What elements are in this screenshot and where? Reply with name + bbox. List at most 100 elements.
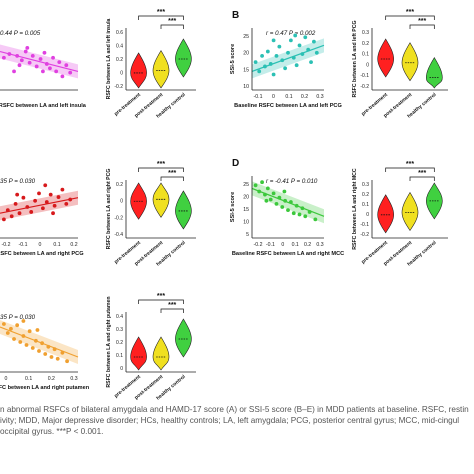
y-label-B: SSI-5 score bbox=[230, 44, 236, 74]
point-A-19 bbox=[25, 45, 30, 50]
point-D-12 bbox=[288, 200, 293, 204]
point-E-14 bbox=[46, 344, 51, 349]
y-tick-D-1: 20 bbox=[243, 195, 249, 201]
point-A-7 bbox=[30, 54, 35, 58]
x-label-D: Baseline RSFC between LA and right MCC bbox=[232, 251, 344, 257]
violin-E-2 bbox=[175, 318, 192, 358]
point-C-2 bbox=[9, 214, 14, 219]
violin-y-tick-A-0: 0.6 bbox=[116, 30, 123, 36]
y-tick-B-1: 20 bbox=[243, 51, 249, 57]
point-D-14 bbox=[294, 203, 299, 208]
y-tick-D-3: 10 bbox=[243, 220, 249, 226]
point-E-2 bbox=[9, 326, 13, 331]
point-D-0 bbox=[253, 183, 258, 188]
violin-A-0 bbox=[130, 52, 147, 89]
point-B-16 bbox=[300, 52, 305, 56]
violin-y-label-D: RSFC between LA and right MCC bbox=[352, 168, 358, 250]
violin-y-tick-B-3: 0 bbox=[366, 62, 369, 68]
point-A-14 bbox=[54, 69, 59, 74]
point-B-20 bbox=[312, 39, 316, 44]
violin-y-label-A: RSFC between LA and left insula bbox=[106, 18, 112, 99]
y-tick-D-2: 15 bbox=[243, 207, 249, 213]
point-D-2 bbox=[260, 180, 264, 185]
violin-y-label-E: RSFC between LA and right putamen bbox=[106, 296, 112, 387]
sig-label-A-1: *** bbox=[168, 18, 176, 25]
point-A-13 bbox=[51, 55, 55, 60]
violin-y-tick-C-0: 0.2 bbox=[116, 182, 123, 188]
point-A-6 bbox=[27, 60, 32, 65]
point-B-12 bbox=[288, 38, 293, 43]
point-E-10 bbox=[33, 338, 38, 343]
violin-y-tick-B-2: 0.1 bbox=[362, 52, 369, 58]
violin-y-tick-D-4: -0.1 bbox=[360, 222, 369, 228]
violin-y-tick-C-2: -0.2 bbox=[114, 215, 123, 221]
violin-A-2 bbox=[175, 38, 192, 78]
x-label-A: e RSFC between LA and left insula bbox=[0, 103, 87, 109]
point-D-17 bbox=[303, 214, 308, 219]
point-D-16 bbox=[300, 206, 305, 211]
x-tick-D-4: 0.2 bbox=[304, 242, 311, 248]
fit-line-E bbox=[0, 326, 79, 358]
x-tick-C-3: 0.1 bbox=[53, 242, 60, 248]
panel-label-D: D bbox=[232, 158, 239, 169]
sig-label-E-0: *** bbox=[157, 293, 165, 300]
y-tick-D-0: 25 bbox=[243, 182, 249, 188]
point-A-12 bbox=[48, 66, 52, 71]
x-label-E: RSFC between LA and right putamen bbox=[0, 385, 90, 391]
x-tick-D-1: -0.1 bbox=[266, 242, 275, 248]
point-E-15 bbox=[49, 355, 54, 359]
point-E-3 bbox=[12, 337, 16, 341]
point-D-1 bbox=[257, 189, 262, 194]
point-A-3 bbox=[15, 54, 20, 58]
sig-bracket-E-1 bbox=[160, 308, 184, 313]
point-D-4 bbox=[265, 186, 270, 191]
point-E-7 bbox=[24, 343, 29, 347]
y-tick-B-3: 10 bbox=[243, 84, 249, 90]
point-C-5 bbox=[21, 195, 26, 200]
point-D-11 bbox=[286, 208, 290, 213]
x-tick-B-0: -0.1 bbox=[254, 94, 263, 100]
sig-label-C-0: *** bbox=[157, 161, 165, 168]
point-B-2 bbox=[260, 54, 264, 58]
point-E-8 bbox=[27, 329, 32, 334]
violin-y-tick-D-1: 0.2 bbox=[362, 192, 369, 198]
x-tick-B-2: 0.1 bbox=[285, 94, 292, 100]
sig-label-E-1: *** bbox=[168, 302, 176, 309]
violin-y-tick-B-5: -0.2 bbox=[360, 84, 369, 90]
violin-y-tick-D-3: 0 bbox=[366, 212, 369, 218]
point-E-6 bbox=[21, 334, 26, 338]
x-tick-E-2: 0.2 bbox=[48, 376, 55, 382]
point-A-15 bbox=[57, 60, 62, 64]
x-tick-C-4: 0.2 bbox=[70, 242, 77, 248]
point-E-0 bbox=[2, 322, 6, 326]
point-B-7 bbox=[274, 54, 279, 58]
violin-C-0 bbox=[130, 182, 147, 220]
violin-y-tick-A-2: 0.2 bbox=[116, 57, 123, 63]
violin-y-tick-D-2: 0.1 bbox=[362, 202, 369, 208]
sig-label-A-0: *** bbox=[157, 9, 165, 16]
x-label-C: RSFC between LA and right PCG bbox=[0, 251, 84, 257]
point-B-21 bbox=[314, 50, 319, 55]
point-C-9 bbox=[37, 191, 41, 196]
stats-B: r = 0.47 P = 0.002 bbox=[266, 30, 316, 37]
point-E-21 bbox=[35, 328, 40, 332]
point-C-15 bbox=[60, 187, 65, 192]
violin-D-2 bbox=[426, 182, 443, 220]
sig-label-D-0: *** bbox=[406, 161, 414, 168]
y-tick-B-0: 25 bbox=[243, 34, 249, 40]
x-tick-E-3: 0.3 bbox=[70, 376, 77, 382]
caption-line-1: n abnormal RSFCs of bilateral amygdala a… bbox=[0, 405, 469, 414]
sig-bracket-B-0 bbox=[385, 15, 435, 20]
point-A-18 bbox=[68, 70, 73, 75]
sig-label-D-1: *** bbox=[418, 170, 426, 177]
stats-D: r = -0.41 P = 0.010 bbox=[266, 178, 318, 185]
point-D-10 bbox=[283, 198, 288, 203]
point-D-8 bbox=[277, 195, 282, 200]
violin-y-tick-B-0: 0.3 bbox=[362, 30, 369, 36]
point-C-14 bbox=[56, 195, 61, 199]
point-A-20 bbox=[41, 69, 45, 74]
violin-y-tick-D-0: 0.3 bbox=[362, 182, 369, 188]
point-B-23 bbox=[293, 33, 298, 38]
point-C-11 bbox=[44, 200, 49, 204]
